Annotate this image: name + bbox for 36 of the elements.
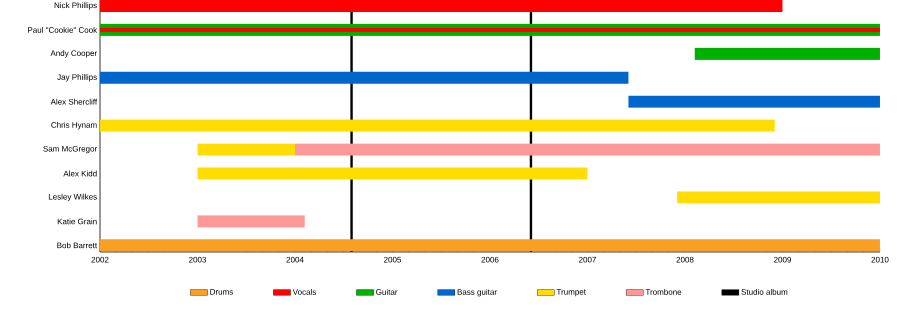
legend-label: Trumpet: [556, 289, 586, 296]
y-tick-label: Andy Cooper: [50, 50, 97, 58]
bar: [198, 144, 296, 156]
bar: [198, 168, 588, 180]
bar: [295, 144, 880, 156]
x-tick-label: 2009: [774, 256, 791, 263]
x-tick-label: 2004: [286, 256, 304, 263]
legend-label: Guitar: [376, 288, 398, 295]
legend-label: Drums: [210, 289, 233, 295]
y-tick-label: Lesley Wilkes: [48, 194, 97, 202]
y-tick-label: Alex Shercliff: [50, 98, 98, 105]
x-tick-label: 2006: [482, 256, 499, 263]
y-tick-label: Alex Kidd: [63, 170, 97, 176]
x-tick-label: 2003: [189, 256, 206, 263]
x-tick-label: 2010: [871, 256, 889, 263]
y-tick-label: Sam McGregor: [43, 146, 97, 154]
x-tick-label: 2005: [384, 256, 402, 263]
bar: [198, 215, 305, 228]
x-tick-label: 2008: [676, 256, 694, 263]
bar: [694, 48, 880, 60]
y-tick-label: Paul "Cookie" Cook: [28, 26, 98, 33]
x-tick-label: 2007: [579, 256, 596, 263]
bar: [100, 72, 628, 84]
x-tick-label: 2002: [92, 256, 109, 263]
legend-label: Trombone: [646, 288, 682, 295]
legend-label: Studio album: [741, 288, 788, 295]
y-tick-label: Chris Hynam: [51, 122, 97, 130]
bar: [677, 191, 880, 204]
y-tick-label: Jay Phillips: [57, 74, 97, 82]
bar: [100, 120, 775, 132]
legend-label: Bass guitar: [458, 288, 497, 296]
bar: [628, 96, 880, 108]
y-tick-label: Katie Grain: [58, 218, 97, 224]
legend-label: Vocals: [292, 288, 316, 295]
y-tick-label: Nick Phillips: [54, 2, 97, 10]
y-tick-label: Bob Barrett: [57, 242, 98, 248]
